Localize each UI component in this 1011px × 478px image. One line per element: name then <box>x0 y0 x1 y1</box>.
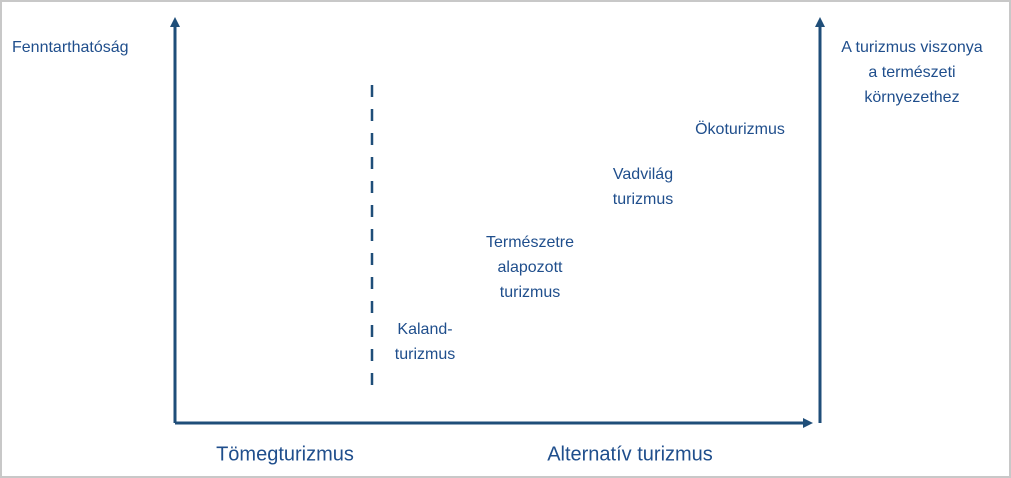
item-label: Vadvilág <box>613 166 673 183</box>
right-axis-label: a természeti <box>868 64 955 81</box>
item-label: Természetre <box>486 234 574 251</box>
item-label: alapozott <box>498 259 563 276</box>
x-label: Alternatív turizmus <box>547 443 713 465</box>
item-label: Ökoturizmus <box>695 120 785 138</box>
right-axis-label: A turizmus viszonya <box>841 39 982 56</box>
item-label: turizmus <box>500 284 560 301</box>
y-axis-label: Fenntarthatóság <box>12 39 129 56</box>
item-label: turizmus <box>395 346 455 363</box>
item-label: turizmus <box>613 191 673 208</box>
x-label: Tömegturizmus <box>216 443 354 465</box>
item-label: Kaland- <box>397 321 452 338</box>
right-axis-label: környezethez <box>864 89 959 106</box>
